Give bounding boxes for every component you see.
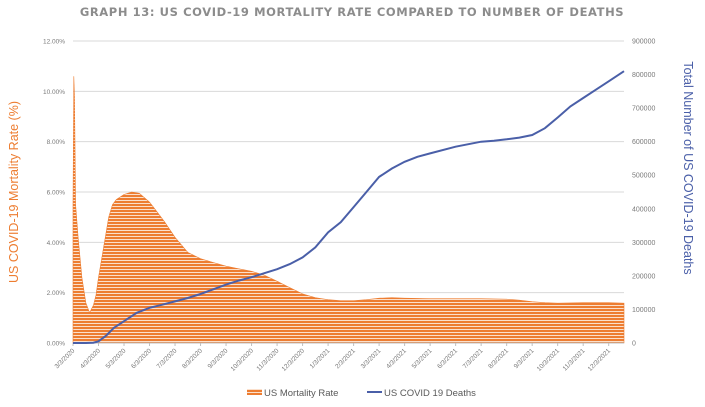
left-tick-label: 2.00% [47,290,66,297]
right-tick-label: 600000 [632,139,655,146]
right-tick-label: 200000 [632,273,655,280]
x-tick-label: 9/3/2020 [207,347,230,370]
left-tick-label: 6.00% [47,190,66,197]
right-tick-label: 800000 [632,72,655,79]
x-tick-label: 12/3/2021 [587,347,613,373]
right-tick-label: 400000 [632,206,655,213]
legend-label-mortality: US Mortality Rate [264,388,338,399]
chart-title: GRAPH 13: US COVID-19 MORTALITY RATE COM… [80,5,624,19]
x-tick-label: 7/3/2020 [156,347,179,370]
x-tick-label: 9/3/2021 [513,347,536,370]
x-tick-label: 2/3/2021 [334,347,357,370]
left-tick-label: 10.00% [43,89,65,96]
legend-item-deaths[interactable]: US COVID 19 Deaths [367,388,476,399]
x-tick-label: 11/3/2021 [562,347,587,372]
x-tick-label: 11/3/2020 [255,347,280,372]
x-tick-label: 8/3/2020 [181,347,204,370]
x-tick-label: 7/3/2021 [462,347,485,370]
legend-swatch-mortality [247,389,262,395]
right-tick-label: 900000 [632,39,655,46]
x-tick-label: 10/3/2020 [230,347,256,373]
right-tick-label: 100000 [632,307,655,314]
x-axis-ticks: 3/3/2020 4/3/2020 5/3/2020 6/3/2020 7/3/2020… [54,343,613,373]
x-tick-label: 12/3/2020 [281,347,307,373]
right-axis-ticks: 0 100000 200000 300000 400000 500000 600000 700… [632,39,655,348]
x-tick-label: 3/3/2021 [360,347,383,370]
left-tick-label: 8.00% [47,139,66,146]
legend: US Mortality Rate US COVID 19 Deaths [247,388,476,399]
right-tick-label: 0 [632,341,636,348]
right-tick-label: 700000 [632,106,655,113]
right-axis-title: Total Number of US COVID-19 Deaths [681,61,695,274]
x-tick-label: 6/3/2021 [436,347,459,370]
legend-label-deaths: US COVID 19 Deaths [384,388,476,399]
x-tick-label: 1/3/2021 [309,347,332,370]
mortality-rate-area [72,76,625,344]
right-tick-label: 300000 [632,240,655,247]
deaths-line [73,70,625,344]
left-axis-ticks: 0.00% 2.00% 4.00% 6.00% 8.00% 10.00% 12.00% [43,39,65,348]
x-tick-label: 5/3/2020 [105,347,128,370]
x-tick-label: 8/3/2021 [487,347,510,370]
left-tick-label: 12.00% [43,39,65,46]
x-tick-label: 4/3/2020 [79,347,102,370]
left-tick-label: 4.00% [47,240,66,247]
right-tick-label: 500000 [632,173,655,180]
legend-item-mortality[interactable]: US Mortality Rate [247,388,338,399]
left-axis-title: US COVID-19 Mortality Rate (%) [7,101,21,283]
x-tick-label: 10/3/2021 [536,347,562,373]
x-tick-label: 6/3/2020 [130,347,153,370]
x-tick-label: 3/3/2020 [54,347,77,370]
left-tick-label: 0.00% [47,341,66,348]
x-tick-label: 5/3/2021 [411,347,434,370]
x-tick-label: 4/3/2021 [385,347,408,370]
